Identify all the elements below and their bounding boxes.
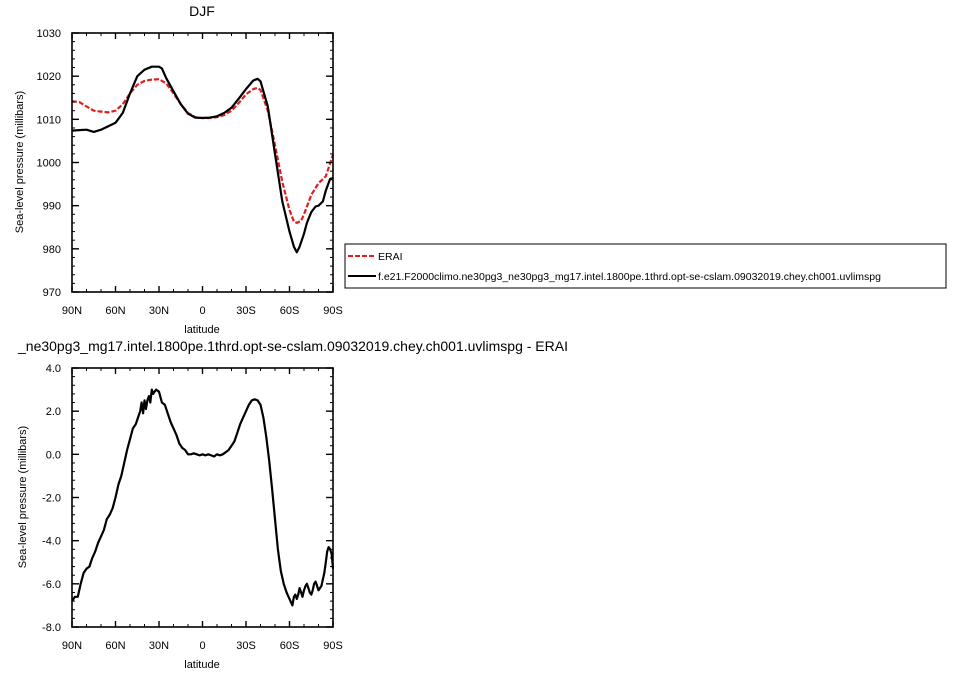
bottom-plot-frame xyxy=(71,367,334,628)
top-chart-legend: ERAI f.e21.F2000climo.ne30pg3_ne30pg3_mg… xyxy=(344,243,947,289)
top-y-tick-label: 970 xyxy=(43,287,61,299)
top-x-tick-label: 60N xyxy=(105,305,125,317)
top-y-tick-label: 1020 xyxy=(37,71,61,83)
bottom-x-axis-label: latitude xyxy=(184,659,219,671)
top-y-tick-label: 980 xyxy=(43,244,61,256)
top-chart-series xyxy=(71,65,335,254)
legend-label-model: f.e21.F2000climo.ne30pg3_ne30pg3_mg17.in… xyxy=(378,271,881,283)
top-x-tick-label: 90N xyxy=(62,305,82,317)
bottom-chart-panel: _ne30pg3_mg17.intel.1800pe.1thrd.opt-se-… xyxy=(17,338,568,671)
top-x-axis-label: latitude xyxy=(184,324,219,336)
top-y-tick-label: 1010 xyxy=(37,114,61,126)
legend-box xyxy=(344,243,947,289)
bottom-x-tick-label: 30N xyxy=(149,640,169,652)
top-x-tick-label: 30N xyxy=(149,305,169,317)
top-x-tick-label: 60S xyxy=(280,305,300,317)
bottom-x-tick-label: 0 xyxy=(199,640,205,652)
top-y-tick-label: 1000 xyxy=(37,158,61,170)
bottom-y-tick-label: -2.0 xyxy=(42,493,61,505)
bottom-chart-series xyxy=(71,388,335,607)
top-y-axis-label: Sea-level pressure (millibars) xyxy=(14,91,26,233)
bottom-x-tick-label: 30S xyxy=(236,640,256,652)
bottom-x-tick-label: 90N xyxy=(62,640,82,652)
bottom-y-tick-label: 0.0 xyxy=(46,449,61,461)
bottom-y-tick-label: -6.0 xyxy=(42,579,61,591)
top-y-tick-label: 990 xyxy=(43,201,61,213)
bottom-y-tick-label: -4.0 xyxy=(42,536,61,548)
top-chart-title: DJF xyxy=(189,3,215,19)
bottom-series-line-difference xyxy=(71,388,335,607)
top-y-tick-label: 1030 xyxy=(37,28,61,40)
top-x-tick-label: 90S xyxy=(323,305,343,317)
bottom-x-tick-label: 60N xyxy=(105,640,125,652)
bottom-y-axis-label: Sea-level pressure (millibars) xyxy=(17,426,29,568)
bottom-chart-title: _ne30pg3_mg17.intel.1800pe.1thrd.opt-se-… xyxy=(17,338,568,354)
top-chart-panel: DJF 90N 60N 30N 0 30S 60S 90S 970 980 990 1000 1010… xyxy=(14,3,947,336)
top-plot-frame xyxy=(71,32,334,293)
bottom-chart-axes: 90N 60N 30N 0 30S 60S 90S -8.0 -6.0 -4.0 -2.0 0.0 2.… xyxy=(42,363,343,652)
top-series-line-erai xyxy=(71,78,335,224)
top-x-tick-label: 0 xyxy=(199,305,205,317)
bottom-x-tick-label: 90S xyxy=(323,640,343,652)
bottom-x-tick-label: 60S xyxy=(280,640,300,652)
legend-label-erai: ERAI xyxy=(378,251,403,263)
top-x-tick-label: 30S xyxy=(236,305,256,317)
bottom-y-tick-label: -8.0 xyxy=(42,622,61,634)
top-series-line-model xyxy=(71,65,334,254)
top-chart-axes: 90N 60N 30N 0 30S 60S 90S 970 980 990 1000 1010 1020… xyxy=(37,28,343,317)
bottom-y-tick-label: 2.0 xyxy=(46,406,61,418)
bottom-y-tick-label: 4.0 xyxy=(46,363,61,375)
